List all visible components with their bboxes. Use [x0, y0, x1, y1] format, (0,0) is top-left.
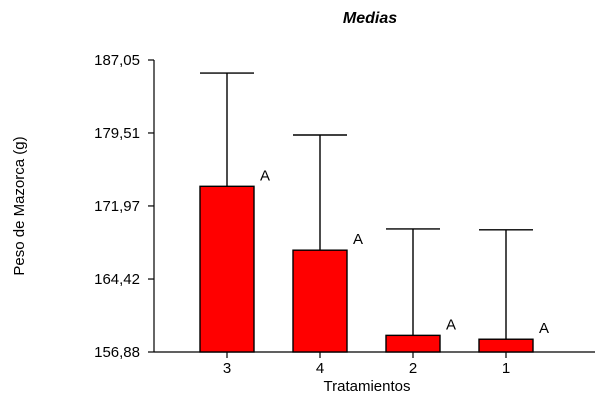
bars: A 3 A 4 A 2 A 1	[199, 72, 549, 377]
x-tick-label: 2	[409, 360, 417, 377]
x-tick-label: 3	[223, 360, 231, 377]
significance-letter: A	[353, 231, 363, 248]
y-tick-label: 164,42	[94, 271, 140, 288]
y-tick-label: 179,51	[94, 125, 140, 142]
chart-title: Medias	[343, 10, 397, 27]
y-tick-label: 156,88	[94, 344, 140, 361]
x-axis-label: Tratamientos	[324, 378, 411, 395]
y-tick-label: 187,05	[94, 52, 140, 69]
bar	[199, 185, 255, 353]
y-ticks: 156,88 164,42 171,97 179,51 187,05	[94, 52, 154, 361]
y-axis-label: Peso de Mazorca (g)	[11, 136, 28, 275]
x-tick-label: 1	[502, 360, 510, 377]
significance-letter: A	[446, 316, 456, 333]
y-tick-label: 171,97	[94, 198, 140, 215]
bar	[292, 249, 348, 353]
significance-letter: A	[260, 167, 270, 184]
x-tick-label: 4	[316, 360, 324, 377]
bar	[478, 338, 534, 353]
bar	[385, 334, 441, 353]
significance-letter: A	[539, 320, 549, 337]
